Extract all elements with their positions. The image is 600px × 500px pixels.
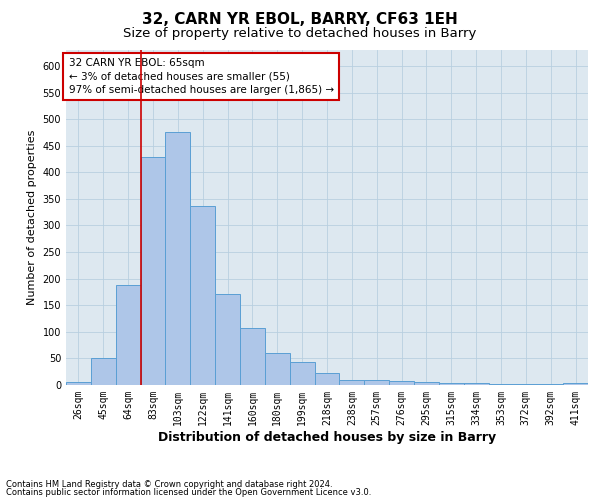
Bar [364, 380, 389, 385]
Bar [290, 362, 314, 385]
Text: 32, CARN YR EBOL, BARRY, CF63 1EH: 32, CARN YR EBOL, BARRY, CF63 1EH [142, 12, 458, 28]
X-axis label: Distribution of detached houses by size in Barry: Distribution of detached houses by size … [158, 430, 496, 444]
Bar [240, 328, 265, 385]
Bar [91, 358, 116, 385]
Bar [464, 384, 488, 385]
Bar [140, 158, 166, 385]
Bar [314, 374, 340, 385]
Bar [414, 382, 439, 385]
Bar [66, 382, 91, 385]
Bar [514, 384, 538, 385]
Text: Size of property relative to detached houses in Barry: Size of property relative to detached ho… [124, 28, 476, 40]
Text: Contains HM Land Registry data © Crown copyright and database right 2024.: Contains HM Land Registry data © Crown c… [6, 480, 332, 489]
Text: 32 CARN YR EBOL: 65sqm
← 3% of detached houses are smaller (55)
97% of semi-deta: 32 CARN YR EBOL: 65sqm ← 3% of detached … [68, 58, 334, 95]
Bar [340, 380, 364, 385]
Bar [215, 294, 240, 385]
Bar [563, 384, 588, 385]
Bar [389, 380, 414, 385]
Bar [265, 353, 290, 385]
Bar [488, 384, 514, 385]
Text: Contains public sector information licensed under the Open Government Licence v3: Contains public sector information licen… [6, 488, 371, 497]
Bar [166, 132, 190, 385]
Y-axis label: Number of detached properties: Number of detached properties [27, 130, 37, 305]
Bar [190, 206, 215, 385]
Bar [116, 285, 140, 385]
Bar [439, 383, 464, 385]
Bar [538, 384, 563, 385]
